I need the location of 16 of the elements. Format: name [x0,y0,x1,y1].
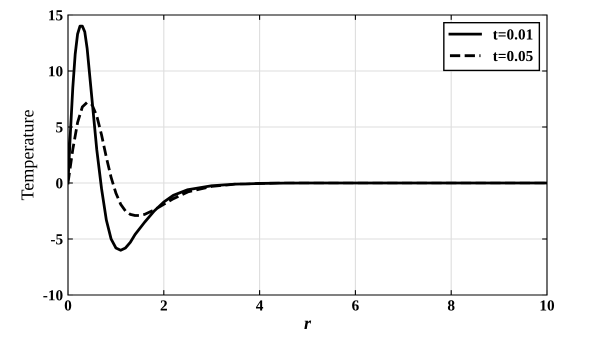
y-tick-label: 5 [56,122,63,132]
y-tick-label: -10 [43,290,63,300]
y-tick-label: 15 [49,10,63,20]
x-tick-label: 2 [160,300,167,310]
y-tick-label: -5 [50,234,63,244]
legend-label: t=0.05 [492,50,533,62]
x-tick-label: 0 [64,300,72,311]
x-tick-label: 4 [256,300,264,310]
legend-label: t=0.01 [492,29,532,40]
x-tick-label: 10 [540,300,554,311]
x-tick-label: 8 [448,300,455,311]
x-tick-label: 6 [352,300,359,311]
y-tick-label: 10 [49,66,63,76]
x-axis-title: r [304,320,312,330]
y-tick-label: 0 [56,178,63,188]
y-axis-title: Temperature [22,110,38,200]
